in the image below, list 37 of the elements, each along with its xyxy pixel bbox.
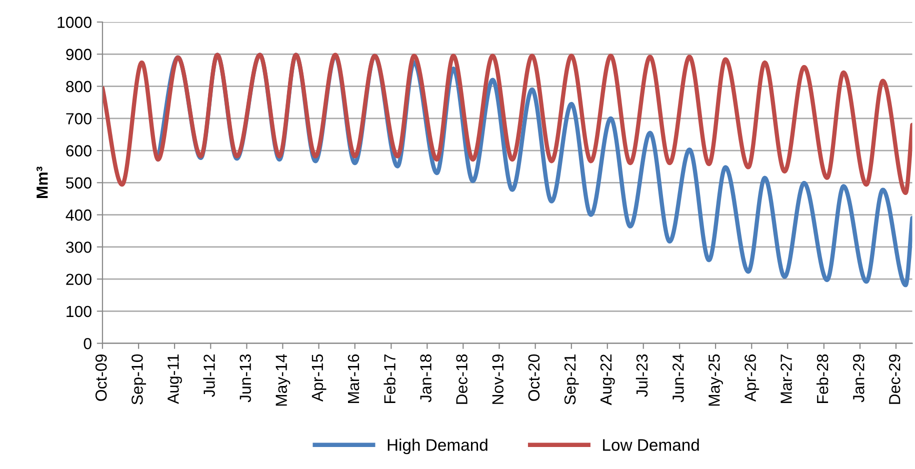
x-tick-label: Jul-23 — [636, 354, 648, 397]
x-tick-label: Sep-21 — [564, 354, 579, 404]
x-tick-label: May-25 — [708, 354, 723, 406]
y-axis-title: Mm³ — [36, 166, 48, 198]
x-tick-label: Aug-22 — [600, 354, 615, 406]
y-tick-label: 200 — [66, 274, 92, 285]
y-tick-label: 300 — [66, 242, 92, 253]
y-tick-label: 400 — [66, 209, 92, 221]
x-tick-label: Dec-29 — [888, 354, 900, 404]
y-tick-label: 700 — [66, 113, 92, 124]
x-tick-label: Jan-18 — [420, 354, 432, 402]
x-tick-label: Aug-11 — [168, 354, 182, 404]
x-tick-label: Nov-19 — [492, 354, 504, 404]
x-tick-label: Feb-17 — [384, 354, 396, 404]
legend-label: High Demand — [388, 438, 488, 454]
x-tick-label: Mar-27 — [780, 354, 792, 403]
x-tick-label: Jan-29 — [852, 354, 864, 402]
x-tick-label: Jul-12 — [203, 354, 215, 397]
x-tick-label: Dec-18 — [456, 354, 468, 404]
x-tick-label: Jun-13 — [240, 354, 252, 402]
x-tick-label: May-14 — [276, 354, 290, 406]
x-tick-label: Oct-09 — [95, 354, 107, 401]
y-tick-label: 800 — [66, 80, 92, 92]
y-tick-label: 1000 — [58, 16, 92, 28]
y-tick-label: 600 — [66, 145, 92, 156]
x-tick-label: Oct-20 — [528, 354, 540, 401]
x-tick-label: Apr-15 — [312, 354, 326, 402]
y-tick-label: 900 — [66, 48, 92, 60]
x-tick-label: Sep-10 — [132, 354, 146, 404]
x-tick-label: Mar-16 — [348, 354, 360, 403]
legend-label: Low Demand — [603, 438, 699, 451]
x-tick-label: Jun-24 — [672, 354, 684, 402]
x-tick-label: Feb-28 — [816, 354, 828, 404]
x-tick-label: Apr-26 — [744, 354, 760, 402]
y-tick-label: 100 — [66, 306, 92, 318]
y-tick-label: 0 — [84, 338, 92, 350]
y-tick-label: 500 — [66, 177, 92, 189]
